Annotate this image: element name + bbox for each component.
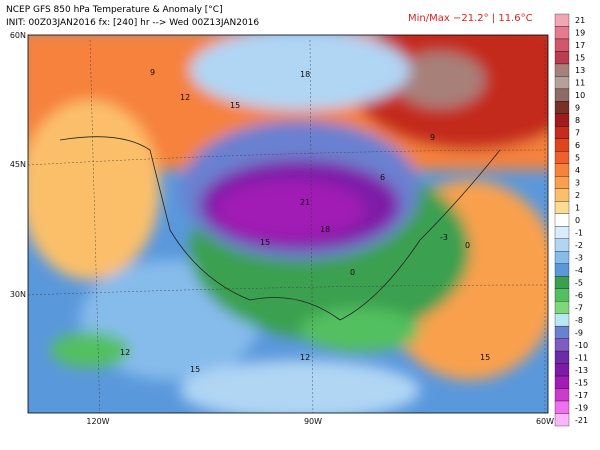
- colorbar-label: 4: [575, 166, 580, 175]
- colorbar-label: -9: [575, 328, 583, 337]
- colorbar-swatch: [554, 375, 570, 389]
- colorbar-swatch: [554, 88, 570, 102]
- lon-label: 90W: [304, 417, 322, 426]
- colorbar-swatch: [554, 350, 570, 364]
- contour-label: 15: [480, 353, 490, 362]
- contour-label: 15: [230, 101, 240, 110]
- colorbar-label: 8: [575, 116, 580, 125]
- colorbar-swatch: [554, 413, 570, 427]
- colorbar-swatch: [554, 138, 570, 152]
- colorbar-label: 5: [575, 154, 580, 163]
- colorbar-swatch: [554, 213, 570, 227]
- contour-label: -3: [440, 233, 448, 242]
- colorbar-swatch: [554, 13, 570, 27]
- contour-label: 12: [180, 93, 190, 102]
- colorbar-label: -1: [575, 228, 583, 237]
- colorbar-swatch: [554, 126, 570, 139]
- colorbar-label: 19: [575, 29, 585, 38]
- contour-label: 12: [120, 348, 130, 357]
- colorbar-label: -21: [575, 416, 588, 425]
- colorbar-swatch: [554, 38, 570, 52]
- colorbar-swatch: [554, 26, 570, 40]
- colorbar-swatch: [554, 288, 570, 302]
- lon-label: 60W: [536, 417, 554, 426]
- contour-label: 18: [300, 70, 310, 79]
- contour-label: 18: [320, 225, 330, 234]
- contour-label: 12: [300, 353, 310, 362]
- contour-label: 15: [190, 365, 200, 374]
- contour-label: 9: [150, 68, 155, 77]
- contour-label: 21: [300, 198, 310, 207]
- colorbar-label: 10: [575, 91, 585, 100]
- colorbar-label: 1: [575, 204, 580, 213]
- lon-label: 120W: [86, 417, 109, 426]
- colorbar-label: -13: [575, 366, 588, 375]
- colorbar-label: -15: [575, 378, 588, 387]
- colorbar-swatch: [554, 251, 570, 264]
- colorbar-label: -11: [575, 353, 588, 362]
- colorbar-label: -10: [575, 341, 588, 350]
- lat-label: 45N: [10, 160, 26, 169]
- colorbar-swatch: [554, 338, 570, 352]
- contour-label: 15: [260, 238, 270, 247]
- colorbar-swatch: [554, 263, 570, 277]
- map-field: [28, 35, 548, 413]
- colorbar-label: -8: [575, 316, 583, 325]
- colorbar-label: 6: [575, 141, 580, 150]
- contour-label: 0: [465, 241, 470, 250]
- colorbar-label: 7: [575, 129, 580, 138]
- colorbar-label: -3: [575, 253, 583, 262]
- colorbar-swatch: [554, 163, 570, 177]
- colorbar-swatch: [554, 101, 570, 115]
- colorbar-swatch: [554, 226, 570, 239]
- colorbar-swatch: [554, 63, 570, 77]
- map-title: NCEP GFS 850 hPa Temperature & Anomaly […: [6, 5, 223, 15]
- colorbar-label: 9: [575, 104, 580, 113]
- colorbar-swatch: [554, 313, 570, 327]
- lat-label: 30N: [10, 290, 26, 299]
- colorbar-label: 17: [575, 41, 585, 50]
- colorbar-swatch: [554, 188, 570, 202]
- colorbar-label: -5: [575, 278, 583, 287]
- colorbar-swatch: [554, 325, 570, 339]
- colorbar-label: -2: [575, 241, 583, 250]
- colorbar-label: 15: [575, 54, 585, 63]
- contour-label: 9: [430, 133, 435, 142]
- colorbar-swatch: [554, 176, 570, 189]
- colorbar-label: -17: [575, 391, 588, 400]
- colorbar-swatch: [554, 151, 570, 164]
- colorbar-swatch: [554, 276, 570, 289]
- colorbar-swatch: [554, 388, 570, 402]
- min-max: Min/Max −21.2° | 11.6°C: [408, 13, 533, 24]
- colorbar-label: 2: [575, 191, 580, 200]
- colorbar-swatch: [554, 201, 570, 214]
- colorbar-label: 13: [575, 66, 585, 75]
- contour-label: 0: [350, 268, 355, 277]
- colorbar-swatch: [554, 113, 570, 127]
- colorbar-label: -7: [575, 303, 583, 312]
- colorbar-label: -4: [575, 266, 583, 275]
- colorbar-swatch: [554, 51, 570, 65]
- map-init: INIT: 00Z03JAN2016 fx: [240] hr --> Wed …: [6, 18, 259, 28]
- colorbar-swatch: [554, 76, 570, 90]
- colorbar-swatch: [554, 363, 570, 377]
- lat-label: 60N: [10, 31, 26, 40]
- colorbar-label: 21: [575, 16, 585, 25]
- colorbar-swatch: [554, 400, 570, 414]
- colorbar-label: -19: [575, 403, 588, 412]
- contour-label: 6: [380, 173, 385, 182]
- colorbar-label: -6: [575, 291, 583, 300]
- colorbar-label: 0: [575, 216, 580, 225]
- colorbar-label: 3: [575, 179, 580, 188]
- colorbar-swatch: [554, 301, 570, 314]
- colorbar-swatch: [554, 238, 570, 252]
- colorbar-label: 11: [575, 79, 585, 88]
